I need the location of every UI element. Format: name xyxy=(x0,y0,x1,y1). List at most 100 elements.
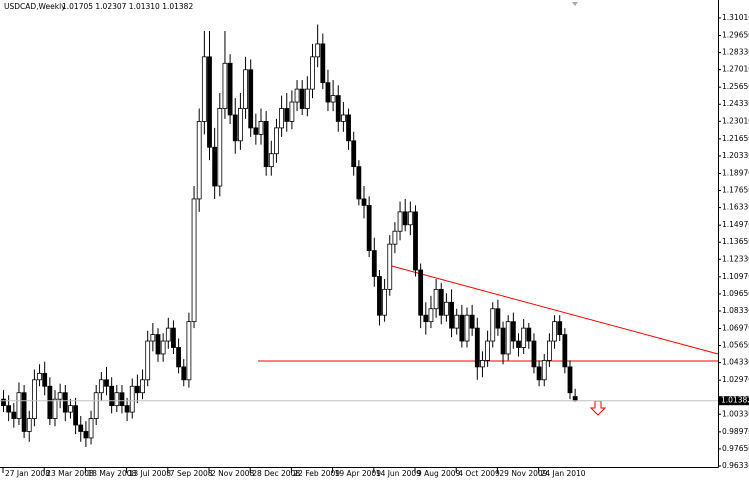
candle-body xyxy=(510,321,516,342)
candle-body xyxy=(104,379,109,387)
candle-body xyxy=(26,418,32,432)
candle-body xyxy=(248,69,254,129)
candle-body xyxy=(191,198,197,323)
x-tick-label: 23 Mar 2008 xyxy=(46,469,94,478)
candle-body xyxy=(284,108,290,122)
candle-body xyxy=(474,327,480,368)
candle-body xyxy=(243,69,248,109)
candle-body xyxy=(181,366,187,381)
y-tick-label: 1.12330 xyxy=(722,254,749,263)
x-tick-label: 2 Nov 2008 xyxy=(211,469,254,478)
candle-body xyxy=(37,372,42,381)
y-tick-label: 1.28330 xyxy=(722,48,749,57)
y-tick-label: 1.08330 xyxy=(722,306,749,315)
x-tick-label: 13 Jul 2008 xyxy=(129,469,172,478)
y-tick-label: 1.10970 xyxy=(722,272,749,281)
y-tick-label: 0.96330 xyxy=(722,461,749,470)
x-tick-label: 29 Nov 2009 xyxy=(499,469,547,478)
candle-body xyxy=(407,211,413,226)
y-tick-label: 1.20330 xyxy=(722,151,749,160)
candle-body xyxy=(325,82,331,103)
y-tick-label: 1.09650 xyxy=(722,289,749,298)
candle-body xyxy=(464,314,470,342)
candle-body xyxy=(490,308,496,342)
candle-body xyxy=(459,314,465,342)
candle-body xyxy=(258,121,264,135)
candle-body xyxy=(134,385,140,394)
candle-body xyxy=(268,153,274,168)
candle-body xyxy=(6,405,12,413)
candle-body xyxy=(371,250,377,277)
candle-body xyxy=(237,108,243,142)
candle-body xyxy=(253,127,259,135)
candle-body xyxy=(382,288,388,316)
candle-body xyxy=(294,88,300,103)
y-tick-label: 1.29650 xyxy=(722,31,749,40)
down-arrow xyxy=(589,400,607,416)
x-tick-label: 7 Sep 2008 xyxy=(170,469,213,478)
candle-body xyxy=(428,308,434,323)
candle-body xyxy=(377,276,382,316)
candle-body xyxy=(531,340,537,368)
candle-body xyxy=(129,385,135,413)
candle-body xyxy=(124,405,130,413)
candle-body xyxy=(366,204,372,252)
y-tick-label: 1.25650 xyxy=(722,82,749,91)
x-tick-label: 4 Oct 2009 xyxy=(458,469,500,478)
y-tick-label: 1.18970 xyxy=(722,168,749,177)
y-tick-label: 1.23010 xyxy=(722,116,749,125)
y-tick-label: 1.05650 xyxy=(722,341,749,350)
candle-body xyxy=(114,392,120,407)
candle-body xyxy=(52,398,58,419)
candle-body xyxy=(98,379,104,394)
candle-body xyxy=(176,347,182,368)
candle-body xyxy=(150,334,156,342)
candle-body xyxy=(88,418,94,439)
candle-body xyxy=(32,379,37,419)
candle-body xyxy=(140,379,145,394)
candle-body xyxy=(1,398,6,407)
candle-body xyxy=(68,405,73,413)
y-tick-label: 1.02970 xyxy=(722,375,749,384)
x-tick-label: 22 Feb 2009 xyxy=(293,469,340,478)
candle-body xyxy=(109,385,115,407)
y-tick-label: 1.14970 xyxy=(722,220,749,229)
x-tick-label: 19 Apr 2009 xyxy=(335,469,382,478)
ohlc-info: 1.01705 1.02307 1.01310 1.01382 xyxy=(62,2,193,11)
candle-body xyxy=(500,327,506,355)
candle-body xyxy=(397,211,403,232)
candle-body xyxy=(119,392,125,407)
candle-body xyxy=(93,392,99,419)
candle-body xyxy=(207,56,212,148)
candle-body xyxy=(78,424,84,432)
x-tick-label: 9 Aug 2009 xyxy=(417,469,460,478)
candle-body xyxy=(16,392,22,419)
y-tick-label: 1.06970 xyxy=(722,324,749,333)
candle-body xyxy=(299,88,305,109)
candle-body xyxy=(536,366,542,381)
price-label: 1.01382 xyxy=(721,396,749,405)
candle-body xyxy=(505,321,511,355)
candle-body xyxy=(171,327,176,348)
candle-body xyxy=(165,327,171,342)
candle-body xyxy=(387,243,393,290)
candle-body xyxy=(73,405,78,426)
chart-title: USDCAD,Weekly xyxy=(4,2,66,11)
candle-body xyxy=(402,211,408,226)
candle-body xyxy=(340,114,346,122)
candle-body xyxy=(361,198,367,206)
candle-body xyxy=(217,108,223,187)
candle-body xyxy=(232,114,238,142)
candle-body xyxy=(212,146,218,187)
candle-body xyxy=(547,340,552,361)
x-tick-label: 14 Jun 2009 xyxy=(376,469,421,478)
candle-body xyxy=(201,56,207,122)
candle-body xyxy=(356,166,362,200)
candle-body xyxy=(346,114,351,142)
candle-body xyxy=(320,43,326,84)
candle-body xyxy=(145,340,151,381)
candle-body xyxy=(21,392,27,432)
